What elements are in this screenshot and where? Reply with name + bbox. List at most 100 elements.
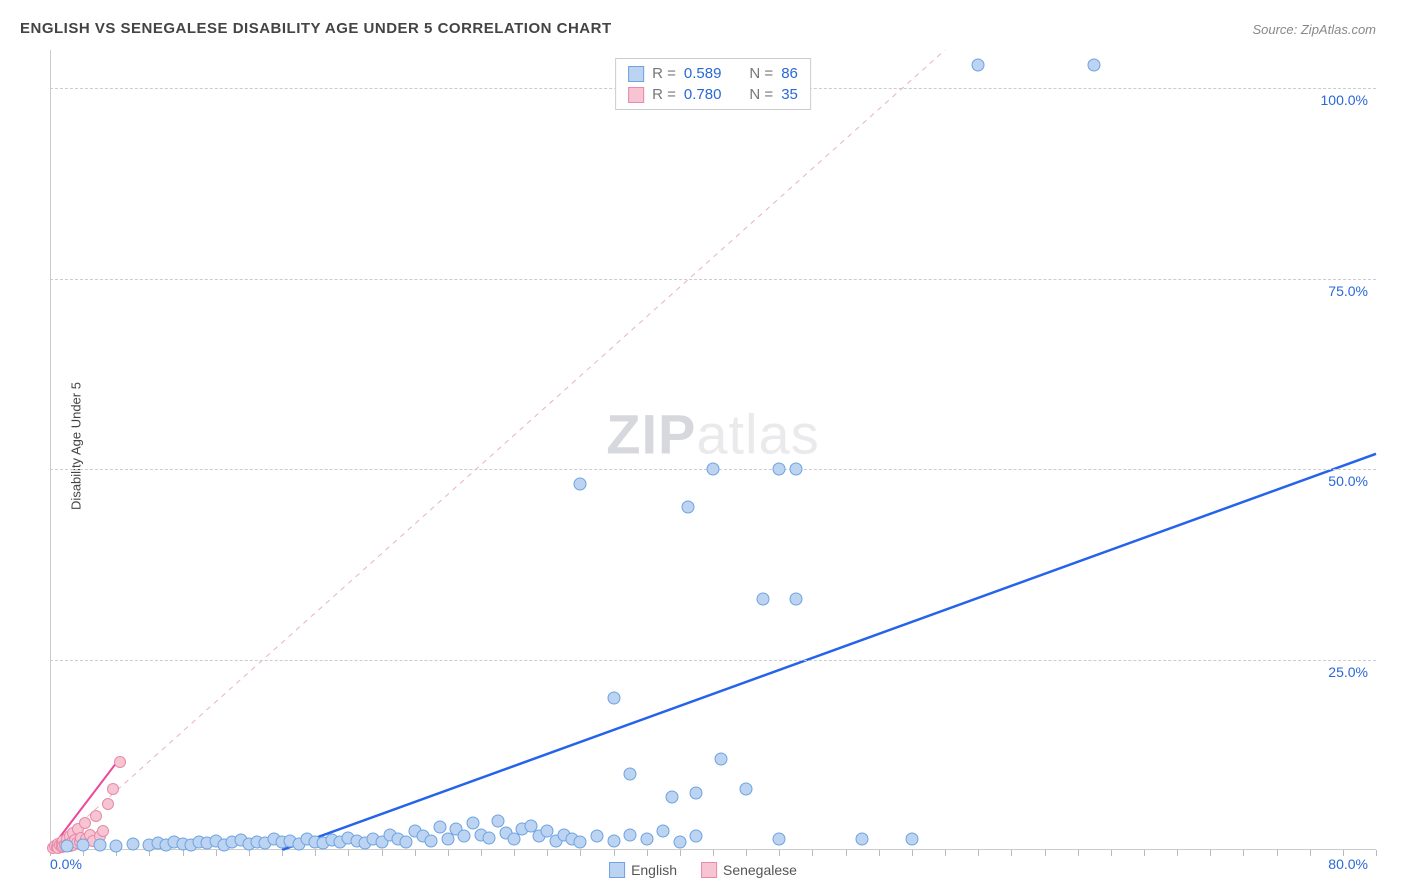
data-point-senegalese [102, 798, 114, 810]
data-point-english [607, 834, 620, 847]
x-tick [614, 850, 615, 856]
x-tick [1376, 850, 1377, 856]
data-point-english [491, 815, 504, 828]
data-point-english [690, 830, 703, 843]
data-point-english [624, 828, 637, 841]
x-tick [1243, 850, 1244, 856]
data-point-english [756, 592, 769, 605]
x-tick [1277, 850, 1278, 856]
data-point-english [458, 829, 471, 842]
x-tick [680, 850, 681, 856]
legend-item-english: English [609, 862, 677, 878]
x-tick [1111, 850, 1112, 856]
data-point-senegalese [97, 825, 109, 837]
chart-plot-area: ZIPatlas 25.0%50.0%75.0%100.0% R = 0.589… [50, 50, 1376, 850]
source-attribution: Source: ZipAtlas.com [1252, 22, 1376, 37]
data-point-english [640, 832, 653, 845]
data-point-english [682, 501, 695, 514]
data-point-english [972, 59, 985, 72]
r-value-english: 0.589 [684, 65, 722, 82]
swatch-english [628, 66, 644, 82]
data-point-english [856, 832, 869, 845]
data-point-english [740, 783, 753, 796]
data-point-senegalese [114, 756, 126, 768]
data-point-senegalese [107, 783, 119, 795]
x-tick [216, 850, 217, 856]
x-tick [912, 850, 913, 856]
data-point-english [574, 836, 587, 849]
data-point-english [657, 824, 670, 837]
x-tick [183, 850, 184, 856]
x-tick [249, 850, 250, 856]
x-tick [812, 850, 813, 856]
x-tick [315, 850, 316, 856]
diagonal-reference-line [50, 50, 945, 850]
data-point-english [590, 830, 603, 843]
data-point-senegalese [90, 810, 102, 822]
x-tick [746, 850, 747, 856]
data-point-english [773, 463, 786, 476]
stats-row-english: R = 0.589 N = 86 [628, 63, 798, 84]
n-label: N = [749, 86, 773, 103]
x-tick [1310, 850, 1311, 856]
data-point-senegalese [79, 817, 91, 829]
legend-label-english: English [631, 862, 677, 878]
x-tick [713, 850, 714, 856]
x-tick [1045, 850, 1046, 856]
x-tick [348, 850, 349, 856]
x-tick [1177, 850, 1178, 856]
data-point-english [789, 463, 802, 476]
swatch-english [609, 862, 625, 878]
trend-lines-layer [50, 50, 1376, 850]
data-point-english [93, 838, 106, 851]
x-tick [647, 850, 648, 856]
data-point-english [400, 836, 413, 849]
stats-row-senegalese: R = 0.780 N = 35 [628, 84, 798, 105]
legend-item-senegalese: Senegalese [701, 862, 797, 878]
grid-line [50, 660, 1376, 661]
correlation-stats-box: R = 0.589 N = 86 R = 0.780 N = 35 [615, 58, 811, 110]
data-point-english [60, 840, 73, 853]
data-point-english [425, 834, 438, 847]
data-point-english [126, 837, 139, 850]
x-tick [580, 850, 581, 856]
data-point-english [508, 833, 521, 846]
data-point-english [773, 832, 786, 845]
x-tick [1144, 850, 1145, 856]
n-value-english: 86 [781, 65, 798, 82]
x-tick [1078, 850, 1079, 856]
x-tick [846, 850, 847, 856]
data-point-english [690, 786, 703, 799]
y-tick-label: 50.0% [1328, 473, 1368, 489]
x-tick [415, 850, 416, 856]
data-point-english [789, 592, 802, 605]
r-label: R = [652, 65, 676, 82]
data-point-english [665, 790, 678, 803]
legend-label-senegalese: Senegalese [723, 862, 797, 878]
x-tick [514, 850, 515, 856]
legend: English Senegalese [609, 862, 797, 878]
x-axis-origin-label: 0.0% [50, 856, 82, 872]
swatch-senegalese [628, 87, 644, 103]
x-tick [879, 850, 880, 856]
y-tick-label: 25.0% [1328, 664, 1368, 680]
x-tick [945, 850, 946, 856]
data-point-english [574, 478, 587, 491]
chart-title: ENGLISH VS SENEGALESE DISABILITY AGE UND… [20, 20, 612, 37]
n-label: N = [749, 65, 773, 82]
n-value-senegalese: 35 [781, 86, 798, 103]
trend-line [282, 454, 1376, 850]
data-point-english [77, 839, 90, 852]
x-tick [481, 850, 482, 856]
data-point-english [483, 831, 496, 844]
x-tick [382, 850, 383, 856]
x-tick [1011, 850, 1012, 856]
swatch-senegalese [701, 862, 717, 878]
grid-line [50, 279, 1376, 280]
x-tick [1210, 850, 1211, 856]
data-point-english [1088, 59, 1101, 72]
y-tick-label: 100.0% [1321, 92, 1368, 108]
x-tick [448, 850, 449, 856]
data-point-english [715, 752, 728, 765]
r-value-senegalese: 0.780 [684, 86, 722, 103]
